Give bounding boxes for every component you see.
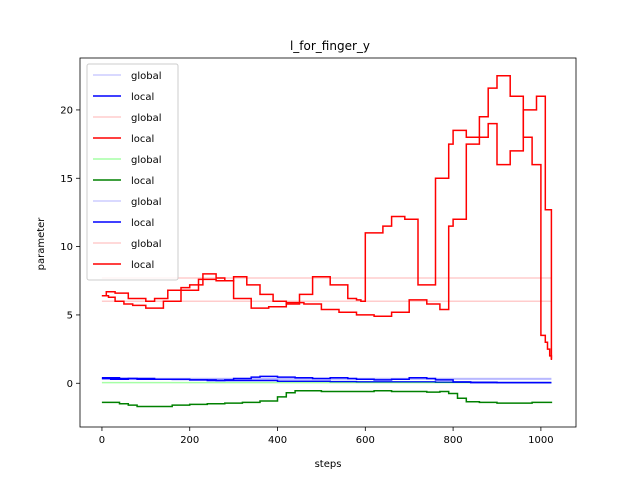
x-tick-label: 0 (99, 435, 105, 446)
axes-frame (79, 57, 577, 428)
legend-box (86, 63, 179, 281)
legend-label: local (131, 92, 154, 103)
y-tick-label: 10 (60, 242, 73, 253)
series-line-7 (101, 375, 552, 384)
legend-label: global (131, 197, 162, 208)
legend-label: global (131, 113, 162, 124)
axes: 0 200 400 600 800 1000 0 5 10 15 20 (60, 57, 577, 446)
plot-area (101, 75, 553, 408)
x-axis-label: steps (315, 459, 342, 470)
x-tick-label: 400 (268, 435, 287, 446)
legend: global local global local global local global l… (86, 63, 179, 281)
legend-label: global (131, 239, 162, 250)
x-tick-label: 200 (180, 435, 199, 446)
y-axis-label: parameter (36, 217, 47, 271)
legend-label: local (131, 218, 154, 229)
chart-title: l_for_finger_y (290, 39, 370, 53)
legend-label: global (131, 71, 162, 82)
y-tick-label: 15 (60, 174, 73, 185)
series-line-5 (101, 390, 553, 408)
legend-label: local (131, 260, 154, 271)
legend-label: local (131, 176, 154, 187)
series-line-3 (101, 95, 553, 360)
x-tick-label: 1000 (528, 435, 553, 446)
x-tick-label: 600 (356, 435, 375, 446)
series-line-9 (101, 75, 553, 359)
x-tick-label: 800 (444, 435, 463, 446)
legend-label: global (131, 155, 162, 166)
y-tick-label: 20 (60, 105, 73, 116)
y-tick-label: 5 (67, 310, 73, 321)
legend-label: local (131, 134, 154, 145)
y-tick-label: 0 (67, 379, 73, 390)
